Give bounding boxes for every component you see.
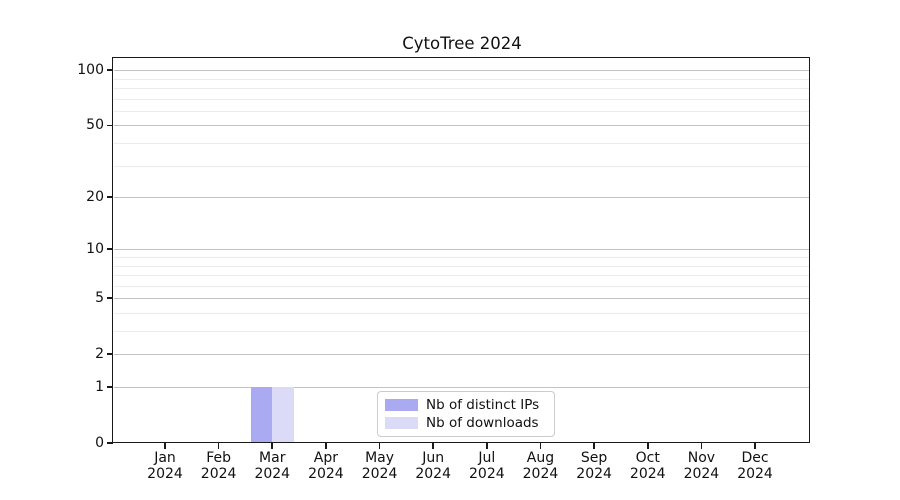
x-tick-label: Oct 2024: [613, 450, 683, 482]
minor-gridline: [114, 88, 810, 89]
x-tick-month: Aug: [526, 450, 555, 466]
y-tick-mark: [107, 69, 113, 71]
y-tick-mark: [107, 196, 113, 198]
x-tick-mark: [378, 443, 381, 449]
y-tick-mark: [107, 353, 113, 356]
minor-gridline: [114, 256, 810, 258]
x-tick-month: Jun: [422, 450, 445, 466]
x-tick-label: Feb 2024: [184, 450, 254, 482]
x-tick-mark: [217, 443, 220, 449]
minor-gridline: [114, 265, 810, 267]
y-tick-label: 10: [86, 241, 104, 258]
x-tick-year: 2024: [147, 465, 183, 482]
x-tick-label: Nov 2024: [666, 450, 736, 482]
plot-area: [114, 59, 810, 443]
x-tick-label: Aug 2024: [505, 450, 575, 482]
y-tick-label: 0: [95, 435, 104, 451]
x-tick-year: 2024: [308, 465, 344, 482]
x-tick-label: Sep 2024: [559, 450, 629, 482]
y-tick-label: 100: [77, 62, 104, 79]
y-tick-label: 2: [95, 346, 104, 363]
x-tick-label: Dec 2024: [720, 450, 790, 482]
legend-label: Nb of distinct IPs: [426, 397, 540, 413]
legend-label: Nb of downloads: [426, 415, 539, 431]
x-tick-mark: [271, 443, 274, 449]
x-tick-month: May: [365, 450, 395, 466]
x-tick-month: Jan: [154, 450, 176, 466]
minor-gridline: [114, 285, 810, 287]
x-tick-label: Jan 2024: [130, 450, 200, 482]
minor-gridline: [114, 110, 810, 112]
x-tick-label: Jul 2024: [452, 450, 522, 482]
bar-distinct-ips: [250, 387, 273, 443]
x-tick-month: Jul: [478, 450, 496, 466]
x-tick-label: Mar 2024: [237, 450, 307, 482]
x-tick-month: Mar: [259, 450, 286, 466]
x-tick-label: Jun 2024: [398, 450, 468, 482]
x-tick-year: 2024: [737, 465, 773, 482]
y-tick-label: 1: [95, 379, 104, 395]
y-tick-label: 20: [86, 189, 104, 206]
x-tick-month: Sep: [580, 450, 608, 466]
legend-swatch: [385, 398, 418, 412]
x-tick-month: Oct: [635, 450, 660, 466]
x-tick-mark: [164, 443, 166, 449]
x-tick-month: Nov: [687, 450, 716, 466]
y-tick-mark: [107, 248, 113, 251]
y-tick-mark: [107, 124, 113, 127]
y-tick-mark: [107, 297, 113, 300]
bar-downloads: [272, 387, 294, 443]
x-tick-mark: [646, 443, 649, 449]
minor-gridline: [114, 98, 810, 100]
minor-gridline: [114, 312, 810, 314]
x-tick-year: 2024: [361, 465, 398, 482]
x-tick-year: 2024: [200, 465, 237, 482]
x-tick-mark: [325, 443, 327, 449]
x-tick-mark: [700, 443, 703, 449]
minor-gridline: [114, 275, 810, 277]
major-gridline: [114, 197, 810, 199]
y-tick-label: 50: [86, 117, 104, 134]
minor-gridline: [114, 143, 810, 144]
x-tick-year: 2024: [469, 465, 505, 482]
x-tick-year: 2024: [254, 465, 291, 482]
major-gridline: [114, 125, 810, 127]
x-tick-label: May 2024: [345, 450, 415, 482]
major-gridline: [114, 70, 810, 72]
x-tick-mark: [486, 443, 488, 449]
minor-gridline: [114, 78, 810, 80]
x-tick-mark: [432, 443, 434, 449]
x-tick-month: Dec: [741, 450, 769, 466]
chart-title: CytoTree 2024: [402, 34, 522, 53]
y-tick-mark: [107, 386, 113, 388]
major-gridline: [114, 354, 810, 356]
y-tick-label: 5: [95, 290, 104, 307]
x-tick-month: Apr: [313, 450, 339, 466]
x-tick-year: 2024: [683, 465, 720, 482]
major-gridline: [114, 298, 810, 300]
legend-item: Nb of downloads: [385, 415, 546, 431]
legend-item: Nb of distinct IPs: [385, 397, 546, 413]
x-tick-mark: [754, 443, 756, 449]
x-tick-label: Apr 2024: [291, 450, 361, 482]
x-tick-year: 2024: [522, 465, 559, 482]
x-tick-year: 2024: [576, 465, 612, 482]
x-tick-mark: [539, 443, 542, 449]
minor-gridline: [114, 331, 810, 332]
x-tick-year: 2024: [415, 465, 451, 482]
x-tick-mark: [593, 443, 595, 449]
legend-swatch: [385, 416, 418, 430]
legend: Nb of distinct IPs Nb of downloads: [377, 391, 555, 437]
minor-gridline: [114, 165, 810, 167]
major-gridline: [114, 249, 810, 251]
x-tick-month: Feb: [206, 450, 232, 466]
x-tick-year: 2024: [629, 465, 666, 482]
y-tick-mark: [107, 442, 113, 444]
major-gridline: [114, 387, 810, 388]
